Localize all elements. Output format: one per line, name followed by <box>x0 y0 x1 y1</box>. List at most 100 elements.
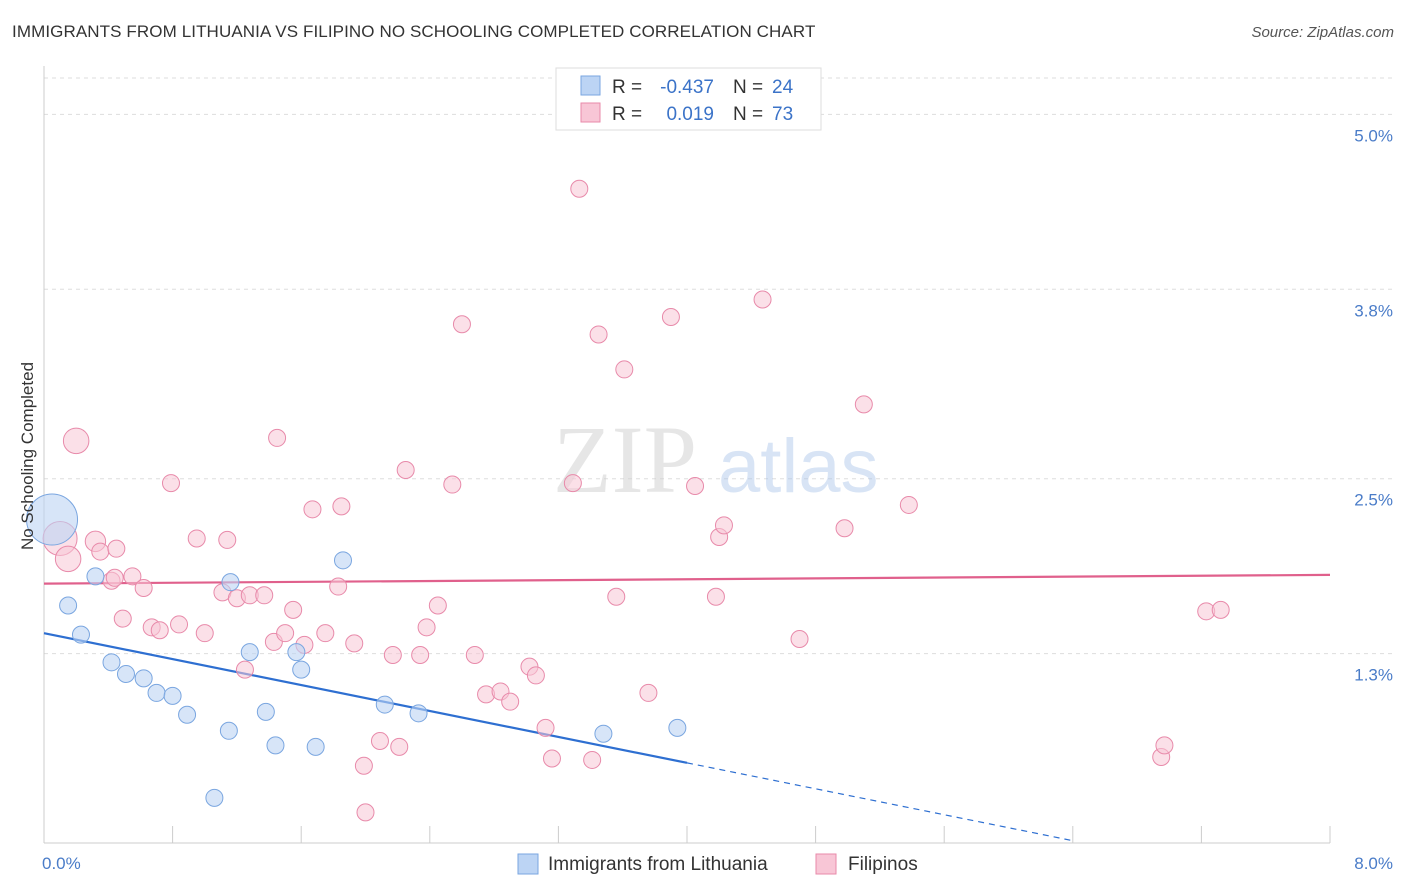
point-filipinos-32 <box>354 756 373 775</box>
point-filipinos-27 <box>303 500 322 519</box>
watermark-atlas: atlas <box>718 424 879 509</box>
legend-swatch-lithuania <box>580 75 601 96</box>
point-lithuania-10 <box>205 788 224 807</box>
point-lithuania-3 <box>86 567 105 586</box>
point-filipinos-51 <box>563 474 582 493</box>
point-filipinos-72 <box>107 539 126 558</box>
point-filipinos-71 <box>1155 736 1174 755</box>
point-filipinos-4 <box>91 542 110 561</box>
point-filipinos-62 <box>714 516 733 535</box>
point-lithuania-18 <box>306 737 325 756</box>
point-filipinos-24 <box>276 624 295 643</box>
y-axis-label: No Schooling Completed <box>18 362 37 550</box>
point-filipinos-42 <box>452 315 471 334</box>
point-lithuania-16 <box>287 643 306 662</box>
point-filipinos-31 <box>345 634 364 653</box>
point-filipinos-66 <box>854 395 873 414</box>
point-filipinos-11 <box>150 621 169 640</box>
legend-r-label-lithuania: R = <box>612 77 642 98</box>
point-filipinos-56 <box>615 360 634 379</box>
point-lithuania-12 <box>219 721 238 740</box>
legend-n-label-filipinos: N = <box>733 104 763 125</box>
y-tick-label-1: 2.5% <box>1354 491 1393 510</box>
point-lithuania-20 <box>375 695 394 714</box>
point-filipinos-30 <box>332 497 351 516</box>
point-lithuania-21 <box>409 704 428 723</box>
trend-layer <box>43 573 1331 842</box>
point-filipinos-53 <box>583 750 602 769</box>
point-lithuania-7 <box>147 683 166 702</box>
point-lithuania-17 <box>292 660 311 679</box>
point-filipinos-37 <box>396 460 415 479</box>
legend-n-value-filipinos: 73 <box>772 104 793 125</box>
point-filipinos-41 <box>443 475 462 494</box>
point-filipinos-6 <box>105 568 124 587</box>
point-filipinos-46 <box>501 692 520 711</box>
point-filipinos-21 <box>255 586 274 605</box>
point-filipinos-44 <box>477 685 496 704</box>
point-filipinos-29 <box>329 577 348 596</box>
y-tick-label-0: 1.3% <box>1354 666 1393 685</box>
point-lithuania-6 <box>134 669 153 688</box>
points-layer <box>26 179 1230 822</box>
trendline-lithuania-extension <box>686 762 1073 842</box>
point-filipinos-17 <box>218 530 237 549</box>
point-lithuania-2 <box>71 625 90 644</box>
y-tick-label-3: 5.0% <box>1354 126 1393 145</box>
point-filipinos-59 <box>686 477 705 495</box>
trendline-filipinos <box>43 573 1331 585</box>
legend-n-value-lithuania: 24 <box>772 77 794 98</box>
bottom-legend-swatch-filipinos <box>815 853 837 875</box>
point-filipinos-8 <box>123 567 142 586</box>
y-tick-label-2: 3.8% <box>1354 301 1393 320</box>
point-filipinos-1 <box>54 545 82 573</box>
point-filipinos-2 <box>62 427 90 455</box>
point-lithuania-13 <box>240 643 259 662</box>
point-lithuania-19 <box>333 551 352 570</box>
point-lithuania-4 <box>102 653 121 672</box>
point-filipinos-40 <box>428 596 447 615</box>
point-lithuania-11 <box>221 573 240 592</box>
point-filipinos-67 <box>899 495 918 514</box>
point-filipinos-64 <box>790 630 809 648</box>
x-tick-label-1: 8.0% <box>1354 854 1393 873</box>
point-filipinos-65 <box>835 519 854 538</box>
point-filipinos-36 <box>390 737 409 756</box>
axis-layer: 1.3% 2.5% 3.8% 5.0% 0.0% 8.0% <box>42 66 1393 873</box>
point-filipinos-15 <box>195 624 214 643</box>
point-lithuania-5 <box>116 664 135 683</box>
legend-r-value-lithuania: -0.437 <box>660 77 714 98</box>
legend-n-label-lithuania: N = <box>733 77 763 98</box>
point-lithuania-1 <box>59 596 78 615</box>
bottom-legend-swatch-lithuania <box>517 853 539 875</box>
point-filipinos-69 <box>1211 600 1230 619</box>
watermark-zip: ZIP <box>553 406 697 513</box>
point-filipinos-35 <box>383 646 402 665</box>
bottom-legend-label-filipinos: Filipinos <box>848 854 918 875</box>
point-filipinos-34 <box>370 732 389 750</box>
point-lithuania-8 <box>163 686 182 705</box>
point-filipinos-50 <box>542 749 561 768</box>
point-filipinos-57 <box>639 683 658 702</box>
point-filipinos-49 <box>536 718 555 737</box>
trendline-lithuania <box>43 632 688 764</box>
point-lithuania-0 <box>26 493 79 546</box>
point-filipinos-54 <box>589 325 608 344</box>
point-filipinos-13 <box>170 615 189 634</box>
point-filipinos-12 <box>161 474 180 493</box>
legend-swatch-filipinos <box>580 102 601 123</box>
point-filipinos-33 <box>356 803 375 822</box>
point-lithuania-14 <box>256 702 275 721</box>
point-filipinos-39 <box>417 618 436 637</box>
point-filipinos-9 <box>134 579 153 597</box>
point-filipinos-58 <box>661 307 680 326</box>
stats-legend: R = -0.437 N = 24 R = 0.019 N = 73 <box>555 67 822 131</box>
point-filipinos-52 <box>570 179 589 198</box>
point-filipinos-55 <box>607 587 626 606</box>
point-filipinos-43 <box>465 646 484 665</box>
grid-layer <box>44 77 1392 655</box>
point-filipinos-19 <box>235 660 254 679</box>
point-lithuania-22 <box>594 724 613 743</box>
point-filipinos-28 <box>316 624 335 643</box>
